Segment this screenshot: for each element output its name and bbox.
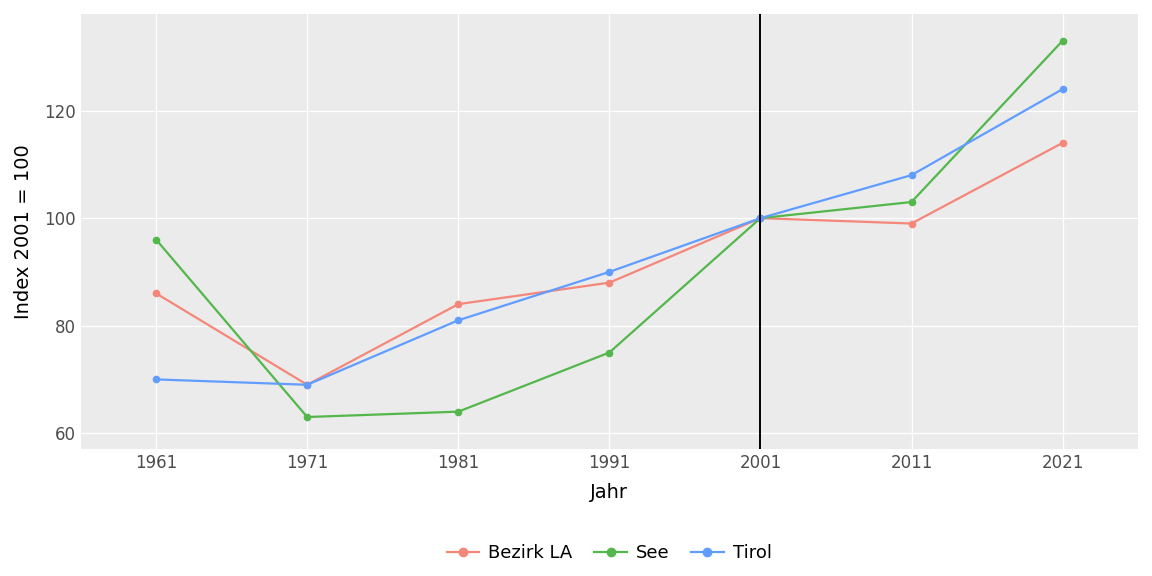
Bezirk LA: [602, 279, 616, 286]
Tirol: [1055, 86, 1069, 93]
Bezirk LA: [904, 220, 918, 227]
Bezirk LA: [301, 381, 314, 388]
Bezirk LA: [753, 215, 767, 222]
Tirol: [452, 317, 465, 324]
Line: See: See: [153, 37, 1066, 420]
Bezirk LA: [452, 301, 465, 308]
Tirol: [301, 381, 314, 388]
Y-axis label: Index 2001 = 100: Index 2001 = 100: [14, 144, 33, 319]
Line: Bezirk LA: Bezirk LA: [153, 140, 1066, 388]
Tirol: [602, 268, 616, 275]
See: [1055, 37, 1069, 44]
See: [301, 414, 314, 420]
Legend: Bezirk LA, See, Tirol: Bezirk LA, See, Tirol: [440, 537, 779, 569]
See: [602, 349, 616, 356]
Line: Tirol: Tirol: [153, 86, 1066, 388]
See: [753, 215, 767, 222]
Bezirk LA: [1055, 139, 1069, 146]
Tirol: [150, 376, 164, 383]
See: [904, 199, 918, 206]
Tirol: [753, 215, 767, 222]
X-axis label: Jahr: Jahr: [590, 483, 628, 502]
See: [150, 236, 164, 243]
Bezirk LA: [150, 290, 164, 297]
See: [452, 408, 465, 415]
Tirol: [904, 172, 918, 179]
